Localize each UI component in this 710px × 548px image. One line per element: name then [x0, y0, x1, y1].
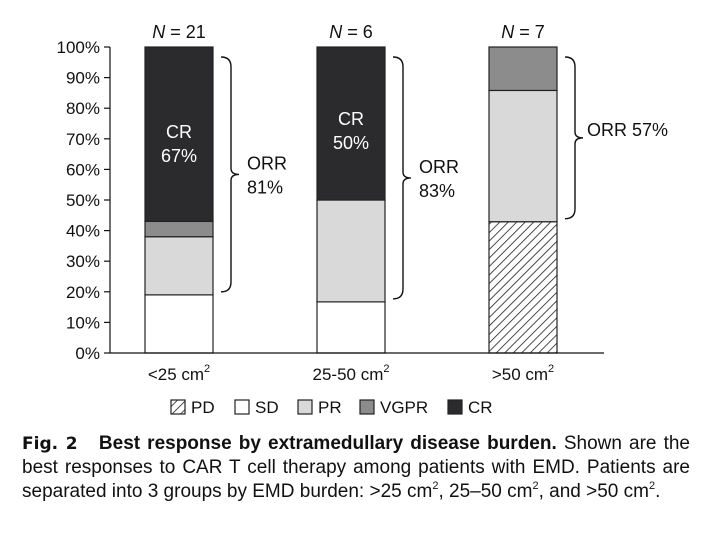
orr-percent: 81% [247, 177, 283, 197]
legend: PD SD PR VGPR CR [170, 398, 493, 417]
n-symbol: N [152, 22, 166, 42]
cr-label: CR [338, 109, 364, 129]
legend-label-vgpr: VGPR [380, 398, 428, 417]
caption-sup-1: 2 [432, 480, 439, 492]
orr-percent: 83% [419, 181, 455, 201]
cr-label: CR [166, 122, 192, 142]
x-tick-base: <25 cm [148, 365, 204, 384]
orr-bracket [392, 56, 412, 300]
caption-end-b: . [655, 481, 661, 502]
y-tick-label: 20% [66, 283, 100, 302]
x-tick-sup: 2 [548, 363, 554, 375]
y-tick-label: 40% [66, 222, 100, 241]
bar-segment-cr [316, 46, 386, 201]
n-value: = 7 [514, 22, 545, 42]
x-tick-base: 25-50 cm [313, 365, 384, 384]
y-tick-label: 100% [57, 38, 100, 57]
n-value: = 6 [342, 22, 373, 42]
n-symbol: N [501, 22, 515, 42]
bar-segment-sd [316, 301, 386, 354]
stacked-bar-chart: 0% 10% 20% 30% 40% 50% 60% 70% 80% 90% 100% N = 21… [57, 22, 669, 417]
n-label: N = 7 [501, 22, 545, 42]
n-value: = 21 [165, 22, 206, 42]
bar-segment-sd [144, 294, 214, 354]
orr-label: ORR 57% [587, 120, 668, 140]
legend-swatch-cr [447, 399, 463, 415]
legend-swatch-pd [170, 399, 186, 415]
caption-sup-2: 2 [532, 480, 539, 492]
annotations: CR 67% CR 50% ORR 81% ORR 83% ORR 57% [161, 56, 668, 300]
x-tick-label: 25-50 cm2 [313, 363, 390, 384]
bar-segment-pr [316, 199, 386, 303]
n-label: N = 21 [152, 22, 206, 42]
y-tick-label: 60% [66, 160, 100, 179]
legend-swatch-vgpr [359, 399, 375, 415]
y-tick-label: 90% [66, 69, 100, 88]
x-tick-base: >50 cm [492, 365, 548, 384]
legend-swatch-sd [234, 399, 250, 415]
y-tick-label: 0% [75, 344, 100, 363]
y-tick-label: 10% [66, 313, 100, 332]
bar-segment-vgpr [144, 220, 214, 238]
x-tick-sup: 2 [204, 363, 210, 375]
figure-caption: Fig. 2 Best response by extramedullary d… [22, 432, 690, 504]
x-tick-label: <25 cm2 [148, 363, 210, 384]
y-tick-label: 80% [66, 99, 100, 118]
bar-segment-pr [144, 236, 214, 296]
orr-label: ORR [247, 153, 287, 173]
caption-mid: , 25–50 cm [438, 481, 533, 502]
orr-label: ORR [419, 157, 459, 177]
legend-label-sd: SD [255, 398, 279, 417]
caption-sup-3: 2 [648, 480, 656, 492]
y-tick-label: 30% [66, 252, 100, 271]
bar-segment-pd [488, 221, 558, 354]
y-axis: 0% 10% 20% 30% 40% 50% 60% 70% 80% 90% 100% [57, 38, 111, 363]
legend-swatch-pr [297, 399, 313, 415]
legend-label-pd: PD [191, 398, 215, 417]
y-tick-label: 50% [66, 191, 100, 210]
y-tick-label: 70% [66, 130, 100, 149]
cr-percent: 67% [161, 146, 197, 166]
bar-segment-cr [144, 46, 214, 223]
caption-end-a: , and >50 cm [538, 481, 649, 502]
x-axis: <25 cm2 25-50 cm2 >50 cm2 [110, 352, 604, 384]
n-label: N = 6 [329, 22, 373, 42]
orr-bracket [220, 56, 240, 293]
caption-title: Best response by extramedullary disease … [98, 433, 557, 454]
legend-label-pr: PR [318, 398, 342, 417]
caption-body: Shown are the best responses to CAR T ce… [22, 433, 690, 502]
caption-label: Fig. 2 [22, 434, 78, 454]
bar-segment-vgpr [488, 46, 558, 92]
n-symbol: N [329, 22, 343, 42]
cr-percent: 50% [333, 133, 369, 153]
bar-segment-pr [488, 89, 558, 223]
legend-label-cr: CR [468, 398, 493, 417]
orr-bracket [564, 56, 584, 220]
x-tick-label: >50 cm2 [492, 363, 554, 384]
x-tick-sup: 2 [383, 363, 389, 375]
